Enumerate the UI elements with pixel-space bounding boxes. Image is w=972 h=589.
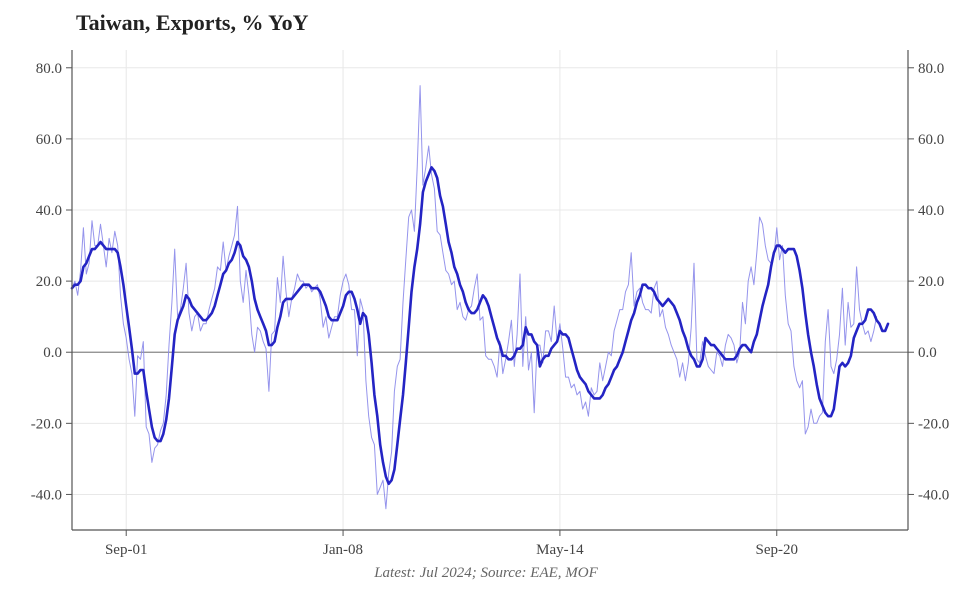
- y-tick-label-left: 80.0: [36, 61, 62, 77]
- y-tick-label-right: -20.0: [918, 416, 949, 432]
- chart-title: Taiwan, Exports, % YoY: [76, 10, 309, 35]
- y-tick-label-left: 0.0: [43, 345, 62, 361]
- y-tick-label-right: -40.0: [918, 487, 949, 503]
- x-tick-label: Jan-08: [323, 542, 363, 558]
- y-tick-label-left: 20.0: [36, 274, 62, 290]
- y-tick-label-right: 80.0: [918, 61, 944, 77]
- y-tick-label-right: 20.0: [918, 274, 944, 290]
- y-tick-label-left: 40.0: [36, 203, 62, 219]
- y-tick-label-right: 40.0: [918, 203, 944, 219]
- y-tick-label-left: -40.0: [31, 487, 62, 503]
- chart-container: { "chart": { "type": "line", "title": "T…: [0, 0, 972, 589]
- y-tick-label-right: 0.0: [918, 345, 937, 361]
- x-tick-label: Sep-01: [105, 542, 148, 558]
- line-chart: -40.0 -40.0 -20.0 -20.0 0.0 0.0 20.0 20.0 40.0 40…: [0, 0, 972, 589]
- y-tick-label-left: 60.0: [36, 132, 62, 148]
- y-tick-label-left: -20.0: [31, 416, 62, 432]
- y-tick-label-right: 60.0: [918, 132, 944, 148]
- x-tick-label: Sep-20: [756, 542, 799, 558]
- x-tick-label: May-14: [536, 542, 584, 558]
- chart-footnote: Latest: Jul 2024; Source: EAE, MOF: [373, 565, 598, 581]
